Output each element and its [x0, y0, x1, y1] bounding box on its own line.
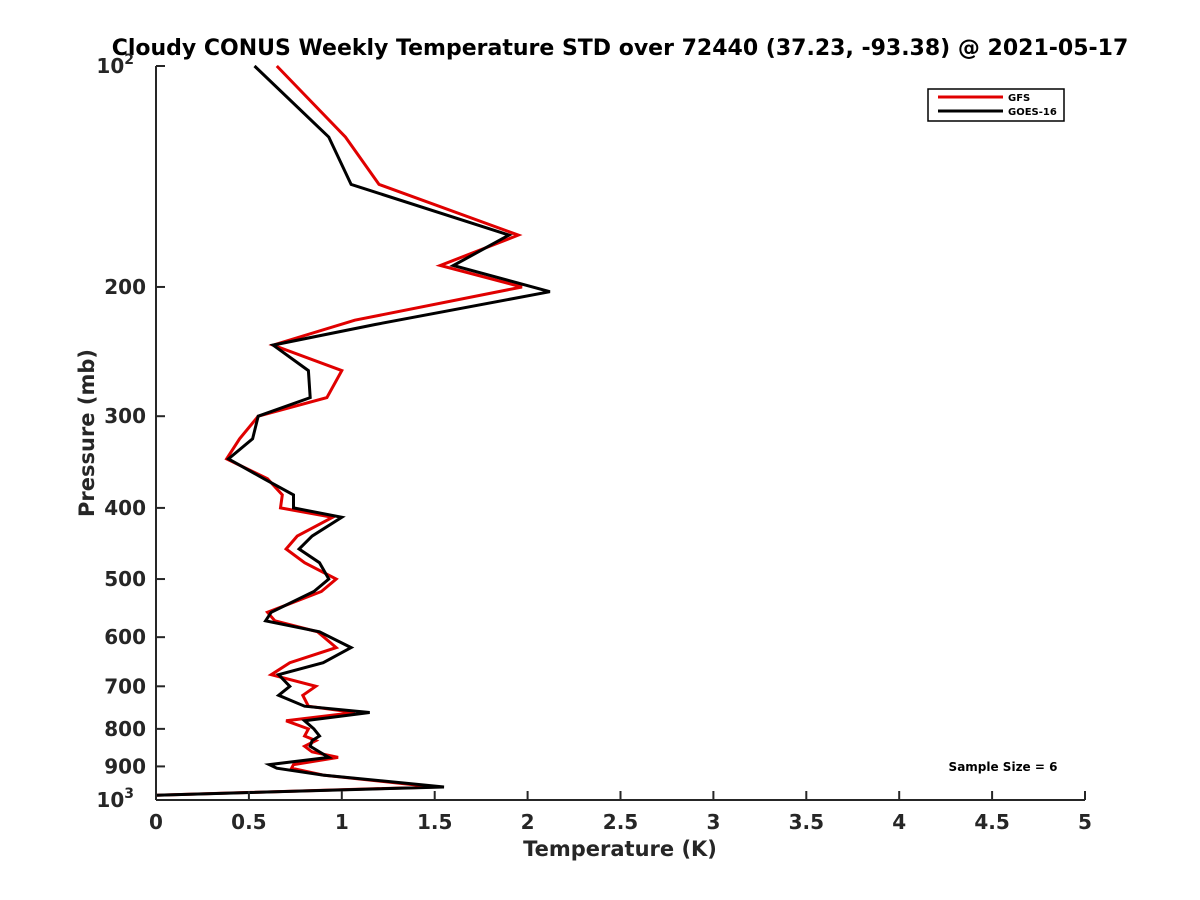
y-tick-label: 102: [96, 52, 134, 78]
y-tick-label: 500: [104, 567, 146, 591]
legend-box: [927, 88, 1065, 122]
chart-title: Cloudy CONUS Weekly Temperature STD over…: [112, 36, 1129, 61]
x-tick-label: 0: [149, 810, 163, 834]
plot-area: [155, 64, 1085, 801]
y-tick-label: 600: [104, 625, 146, 649]
y-tick-label: 103: [96, 786, 134, 812]
series-layer: [155, 64, 551, 797]
sample-size-note: Sample Size = 6: [949, 760, 1058, 774]
y-axis-label: Pressure (mb): [75, 349, 99, 517]
legend-label-goes16: GOES-16: [1008, 107, 1057, 118]
y-ticks: 102 200 300 400 500 600 700 800 900 103: [96, 52, 165, 812]
x-tick-label: 4.5: [974, 810, 1009, 834]
y-tick-label: 700: [104, 674, 146, 698]
x-tick-label: 3.5: [789, 810, 824, 834]
legend: GFS GOES-16: [927, 88, 1065, 122]
x-tick-label: 3: [706, 810, 720, 834]
y-tick-label: 900: [104, 754, 146, 778]
x-ticks: 0 0.5 1 1.5 2 2.5 3 3.5 4 4.5 5: [149, 791, 1092, 834]
x-tick-label: 2.5: [603, 810, 638, 834]
y-tick-label: 300: [104, 404, 146, 428]
legend-label-gfs: GFS: [1008, 93, 1030, 104]
series-line-gfs: [155, 64, 523, 797]
y-tick-label: 200: [104, 275, 146, 299]
x-tick-label: 5: [1078, 810, 1092, 834]
series-line-goes16: [155, 64, 551, 797]
x-axis-label: Temperature (K): [523, 837, 717, 861]
x-tick-label: 1: [335, 810, 349, 834]
x-tick-label: 2: [521, 810, 535, 834]
y-tick-label: 400: [104, 496, 146, 520]
y-tick-label: 800: [104, 717, 146, 741]
x-tick-label: 4: [892, 810, 906, 834]
x-tick-label: 0.5: [231, 810, 266, 834]
x-tick-label: 1.5: [417, 810, 452, 834]
